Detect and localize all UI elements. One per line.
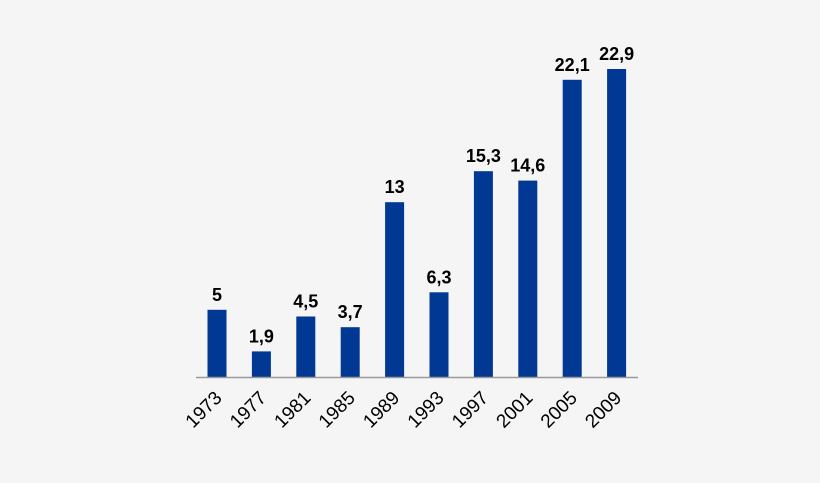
bar-1989: [385, 202, 405, 377]
x-tick-label-2001: 2001: [493, 388, 538, 433]
bar-1977: [251, 351, 271, 377]
x-tick-label-1977: 1977: [226, 388, 271, 433]
bar-2009: [607, 69, 627, 377]
x-tick-label-1997: 1997: [448, 388, 493, 433]
data-label-1997: 15,3: [466, 146, 501, 166]
x-tick-label-2005: 2005: [537, 388, 582, 433]
x-tick-label-1993: 1993: [404, 388, 449, 433]
x-tick-label-1973: 1973: [182, 388, 227, 433]
x-tick-label-2009: 2009: [581, 388, 626, 433]
bar-1985: [340, 327, 360, 377]
data-label-1989: 13: [385, 177, 405, 197]
bar-1973: [207, 309, 227, 377]
bar-1997: [473, 171, 493, 377]
data-label-1981: 4,5: [293, 292, 318, 312]
data-label-1993: 6,3: [426, 267, 451, 287]
x-tick-label-1989: 1989: [359, 388, 404, 433]
data-label-2009: 22,9: [599, 44, 634, 64]
data-label-1977: 1,9: [249, 326, 274, 346]
bar-2005: [562, 79, 582, 378]
data-label-1985: 3,7: [338, 302, 363, 322]
x-tick-label-1981: 1981: [271, 388, 316, 433]
bar-1981: [296, 316, 316, 377]
data-label-2005: 22,1: [555, 55, 590, 75]
bar-1993: [429, 292, 449, 377]
x-tick-label-1985: 1985: [315, 388, 360, 433]
bar-2001: [518, 180, 538, 377]
data-label-2001: 14,6: [510, 156, 545, 176]
data-label-1973: 5: [212, 285, 222, 305]
